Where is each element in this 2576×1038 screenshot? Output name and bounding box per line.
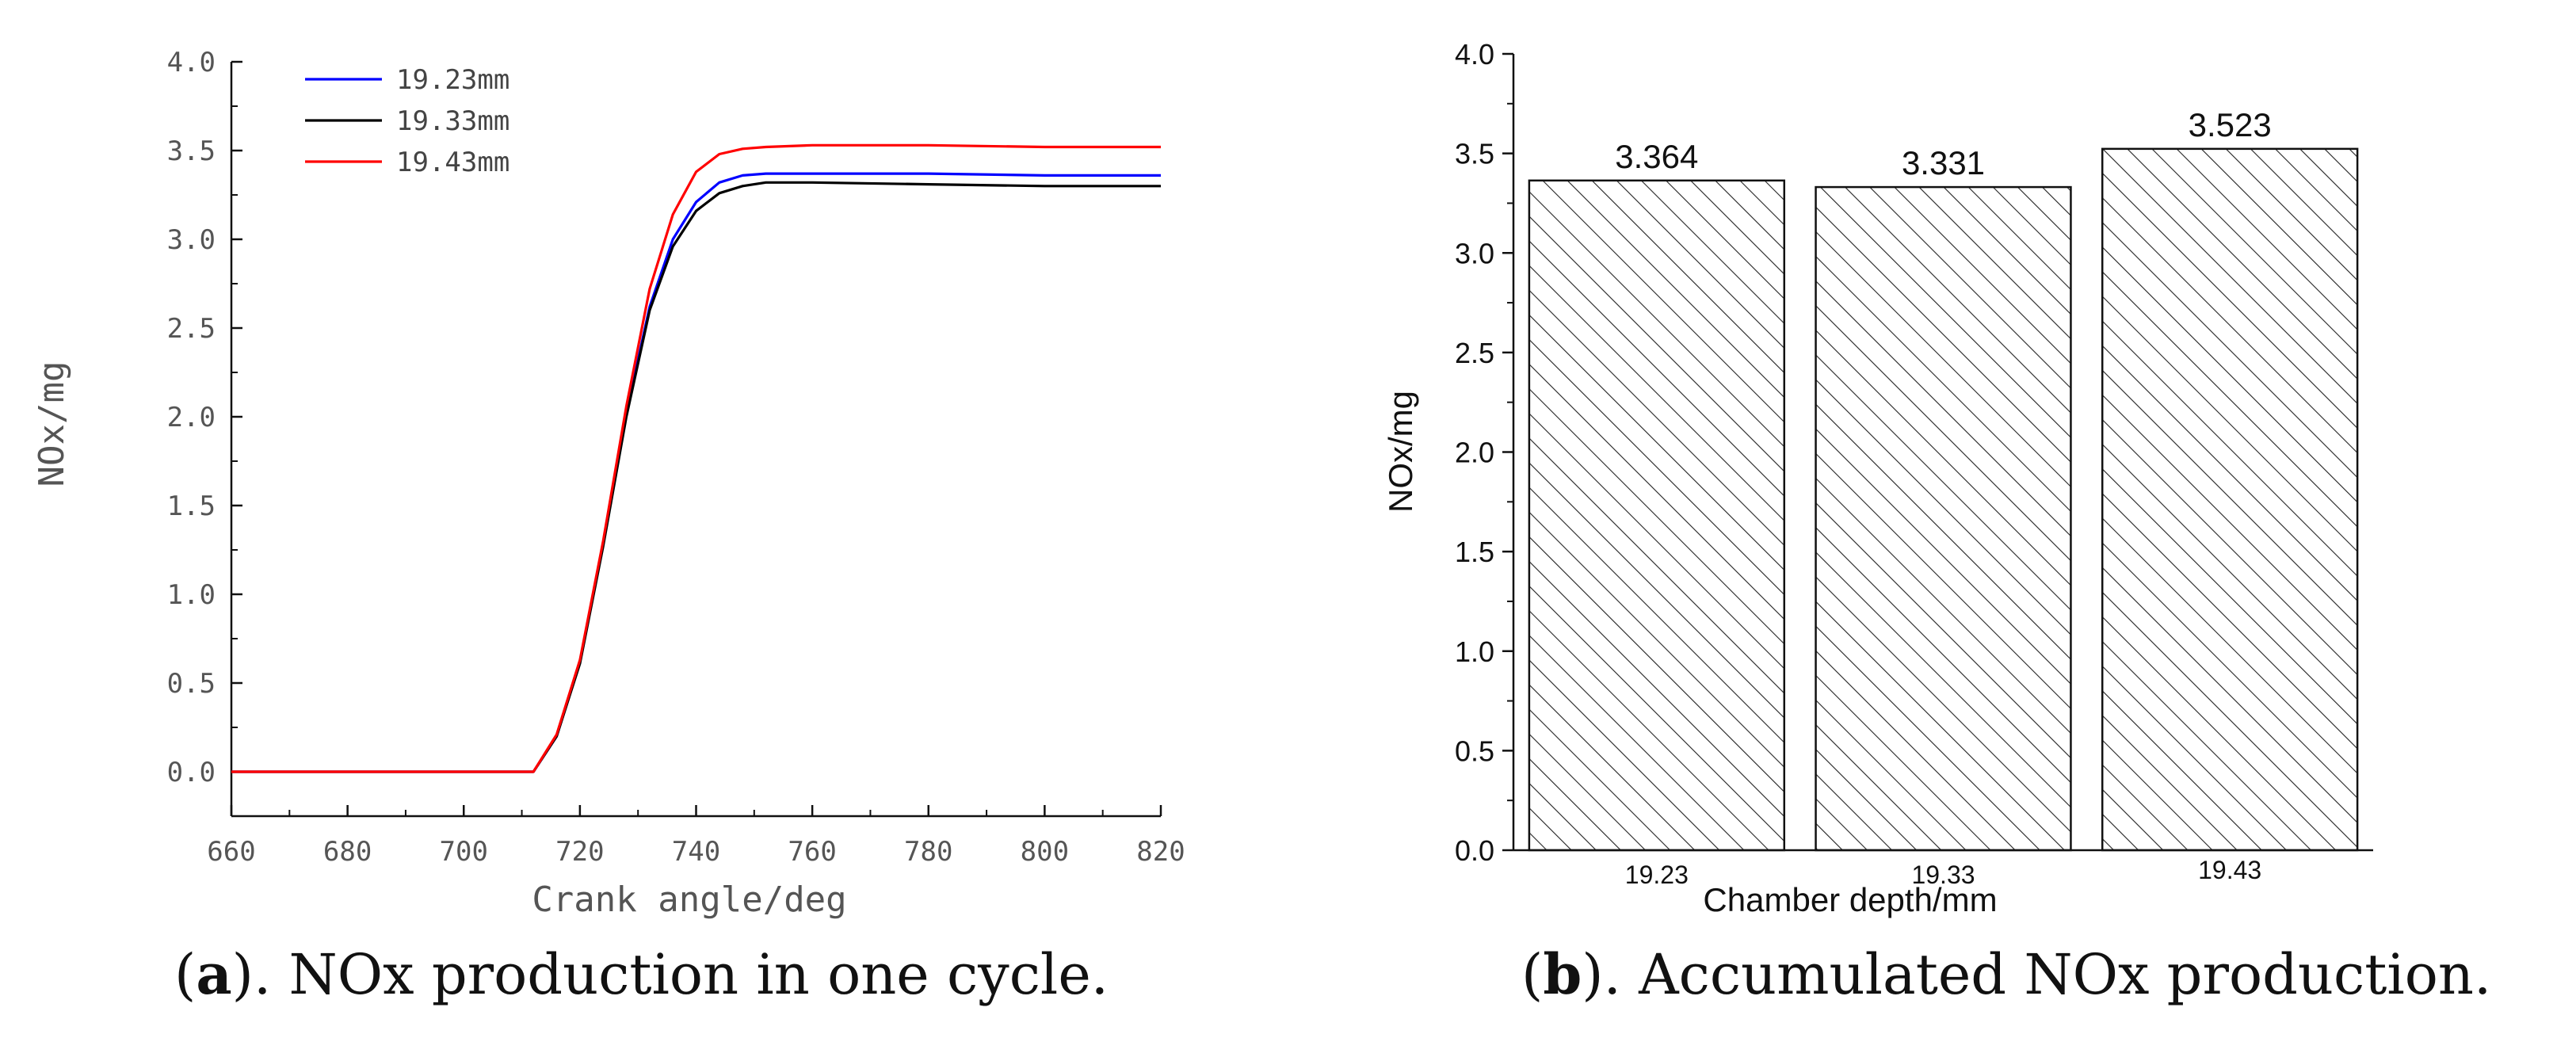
line-chart-y-tick-label: 3.0 [167, 224, 216, 256]
line-chart-y-tick-label: 1.0 [167, 579, 216, 611]
bar-chart-y-tick-label: 1.0 [1455, 635, 1494, 668]
line-chart-y-tick-label: 0.5 [167, 668, 216, 700]
bar-19.23 [1528, 179, 1786, 852]
bar-chart-x-tick-labels: 19.23 19.33 19.43 [1625, 856, 2261, 889]
caption-a: (a). NOx production in one cycle. [174, 941, 1109, 1007]
line-series-19.33mm [231, 181, 1161, 773]
bar-data-label: 3.331 [1902, 144, 1985, 181]
line-chart-x-tick-labels: 660 680 700 720 740 760 780 800 820 [207, 836, 1185, 868]
bar-chart-y-tick-labels: 0.0 0.5 1.0 1.5 2.0 2.5 3.0 3.5 4.0 [1455, 38, 1494, 867]
bar-chart-axes [1502, 52, 2373, 852]
line-chart-y-tick-labels: 0.0 0.5 1.0 1.5 2.0 2.5 3.0 3.5 4.0 [167, 47, 216, 788]
line-series-19.23mm [231, 172, 1161, 773]
bar-chart-y-tick-label: 2.5 [1455, 337, 1494, 369]
line-chart-x-tick-label: 760 [788, 836, 836, 868]
bar-19.43 [2101, 147, 2359, 852]
caption-b-letter: b [1543, 941, 1582, 1007]
bar-chart-x-tick-label: 19.43 [2198, 856, 2261, 884]
line-chart-y-tick-label: 0.0 [167, 757, 216, 788]
bar-chart-y-tick-label: 1.5 [1455, 536, 1494, 568]
line-chart-y-tick-label: 4.0 [167, 47, 216, 78]
bar-chart-y-tick-label: 4.0 [1455, 38, 1494, 71]
bar-chart-y-tick-label: 2.0 [1455, 437, 1494, 469]
bar-chart-bars [1528, 147, 2359, 852]
line-chart-x-tick-label: 680 [323, 836, 372, 868]
bar-chart-y-tick-label: 0.5 [1455, 735, 1494, 767]
line-chart-series [231, 143, 1161, 773]
caption-a-text: ). NOx production in one cycle. [231, 942, 1109, 1007]
line-chart-x-tick-label: 700 [440, 836, 488, 868]
legend-label: 19.33mm [396, 105, 509, 137]
line-chart-x-tick-label: 800 [1021, 836, 1069, 868]
line-chart-y-axis-label: NOx/mg [32, 361, 72, 487]
line-chart-legend: 19.23mm 19.33mm 19.43mm [305, 64, 509, 178]
bar-chart-x-tick-label: 19.23 [1625, 861, 1689, 889]
bar-data-label: 3.364 [1615, 138, 1698, 175]
legend-label: 19.23mm [396, 64, 509, 96]
caption-b: (b). Accumulated NOx production. [1521, 941, 2492, 1007]
line-chart-y-tick-label: 2.0 [167, 402, 216, 433]
line-chart-y-tick-label: 2.5 [167, 313, 216, 345]
bar-data-label: 3.523 [2189, 106, 2272, 143]
bar-chart-y-tick-label: 3.5 [1455, 138, 1494, 170]
bar-chart-y-tick-label: 0.0 [1455, 834, 1494, 867]
bar-19.33 [1815, 185, 2072, 852]
bar-chart-x-axis-label: Chamber depth/mm [1703, 881, 1997, 918]
line-chart-x-axis-label: Crank angle/deg [532, 880, 846, 920]
line-chart-x-tick-label: 660 [207, 836, 255, 868]
bar-chart-y-axis-label: NOx/mg [1382, 391, 1419, 513]
line-chart-y-tick-label: 1.5 [167, 490, 216, 522]
line-chart-x-tick-label: 740 [672, 836, 720, 868]
line-chart-x-tick-label: 720 [555, 836, 604, 868]
caption-a-letter: a [196, 941, 232, 1007]
bar-chart-x-tick-label: 19.33 [1911, 861, 1975, 889]
bar-chart: 0.00.51.01.52.02.53.03.54.0 19.23 19.33 19… [1382, 38, 2373, 918]
line-chart-y-tick-label: 3.5 [167, 135, 216, 167]
caption-b-text: ). Accumulated NOx production. [1582, 942, 2492, 1007]
bar-chart-y-tick-label: 3.0 [1455, 237, 1494, 269]
legend-label: 19.43mm [396, 147, 509, 178]
line-chart-x-tick-label: 820 [1136, 836, 1185, 868]
bar-chart-data-labels: 3.364 3.331 3.523 [1615, 106, 2271, 181]
line-series-19.43mm [231, 143, 1161, 773]
line-chart: 0.0 0.5 1.0 1.5 2.0 2.5 3.0 3.5 4.0 660 680 700 720… [32, 47, 1185, 920]
line-chart-x-tick-label: 780 [904, 836, 952, 868]
line-chart-axes [230, 60, 1162, 818]
